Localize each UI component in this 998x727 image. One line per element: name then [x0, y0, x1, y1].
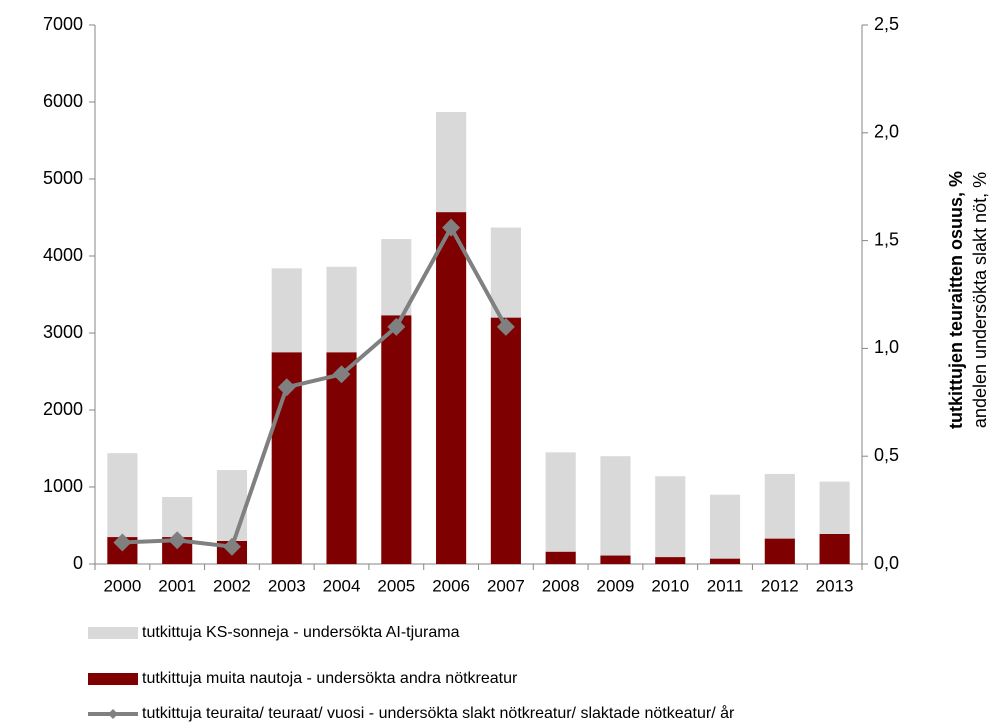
bar — [107, 453, 138, 538]
bar — [436, 212, 467, 565]
bar — [436, 112, 467, 213]
x-tick-label: 2002 — [213, 576, 251, 595]
y2-tick-label: 1,0 — [874, 337, 899, 357]
bar — [600, 555, 631, 564]
y-tick-label: 5000 — [43, 168, 83, 188]
x-tick-label: 2010 — [651, 576, 689, 595]
bar — [655, 476, 686, 558]
bar — [709, 558, 741, 564]
line — [122, 223, 508, 549]
x-tick-label: 2006 — [432, 576, 470, 595]
y2-tick-label: 0,5 — [874, 445, 899, 465]
bar — [381, 315, 412, 564]
x-tick-label: 2012 — [761, 576, 799, 595]
line-marker — [113, 533, 132, 552]
bar — [600, 456, 631, 556]
bar — [162, 497, 193, 538]
x-tick-label: 2001 — [158, 576, 196, 595]
bar — [655, 557, 686, 564]
bar — [545, 551, 576, 564]
y-tick-label: 0 — [73, 553, 83, 573]
y2-title-line: tutkittujen teuraitten osuus, % — [946, 171, 966, 429]
y-tick-label: 1000 — [43, 476, 83, 496]
y-tick-label: 7000 — [43, 14, 83, 34]
y-tick-label: 2000 — [43, 399, 83, 419]
bar — [216, 470, 248, 541]
bar — [819, 533, 850, 564]
y2-tick-label: 2,5 — [874, 14, 899, 34]
y2-tick-label: 2,0 — [874, 122, 899, 142]
y-tick-label: 4000 — [43, 245, 83, 265]
bar — [764, 538, 795, 564]
legend-swatch — [88, 627, 138, 639]
bar — [709, 494, 741, 559]
y2-tick-label: 0,0 — [874, 553, 899, 573]
line-marker — [277, 378, 296, 397]
line-marker — [332, 365, 351, 384]
x-tick-label: 2013 — [816, 576, 854, 595]
line-marker — [387, 317, 406, 336]
x-tick-label: 2009 — [597, 576, 635, 595]
bar — [819, 481, 850, 534]
line-marker — [168, 531, 187, 550]
line-marker — [442, 218, 461, 237]
y2-tick-label: 1,5 — [874, 229, 899, 249]
bar — [326, 266, 357, 353]
y2-axis-title: tutkittujen teuraitten osuus, % andelen … — [946, 171, 990, 429]
legend-label: tutkittuja KS-sonneja - undersökta AI-tj… — [142, 624, 460, 641]
legend-label: tutkittuja muita nautoja - undersökta an… — [142, 670, 518, 687]
legend-swatch — [88, 673, 138, 685]
bar — [271, 268, 302, 353]
x-tick-label: 2000 — [103, 576, 141, 595]
y-tick-label: 6000 — [43, 91, 83, 111]
bar — [326, 352, 357, 564]
bar — [545, 452, 576, 552]
bar — [764, 473, 795, 539]
y-tick-label: 3000 — [43, 322, 83, 342]
legend-label: tutkittuja teuraita/ teuraat/ vuosi - un… — [142, 704, 735, 722]
y2-title-line: andelen undersökta slakt nöt, % — [970, 172, 990, 428]
x-tick-label: 2008 — [542, 576, 580, 595]
line-marker — [496, 317, 515, 336]
bar — [490, 227, 521, 318]
x-tick-label: 2004 — [323, 576, 361, 595]
x-tick-label: 2003 — [268, 576, 306, 595]
x-tick-label: 2011 — [707, 576, 744, 595]
bar — [490, 317, 521, 564]
x-tick-label: 2005 — [377, 576, 415, 595]
x-tick-label: 2007 — [487, 576, 525, 595]
legend-marker — [108, 709, 118, 719]
bar — [381, 239, 412, 316]
line-marker — [222, 537, 241, 556]
